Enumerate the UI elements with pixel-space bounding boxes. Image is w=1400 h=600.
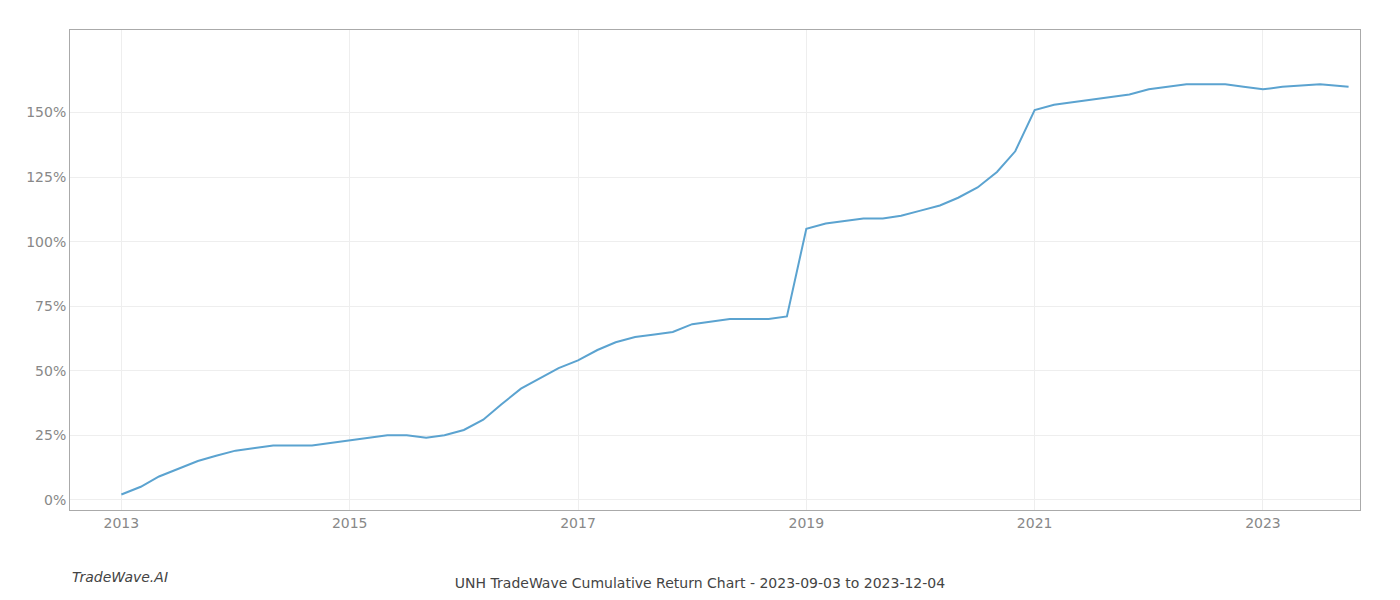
svg-text:150%: 150%	[26, 104, 66, 120]
svg-text:UNH TradeWave Cumulative Retur: UNH TradeWave Cumulative Return Chart - …	[455, 575, 945, 591]
svg-text:0%: 0%	[44, 492, 66, 508]
svg-text:2019: 2019	[789, 515, 825, 531]
svg-text:2023: 2023	[1245, 515, 1281, 531]
svg-text:50%: 50%	[35, 363, 66, 379]
svg-text:2017: 2017	[560, 515, 596, 531]
svg-text:2015: 2015	[332, 515, 368, 531]
svg-text:2021: 2021	[1017, 515, 1053, 531]
svg-text:2013: 2013	[104, 515, 140, 531]
svg-text:100%: 100%	[26, 234, 66, 250]
svg-text:75%: 75%	[35, 298, 66, 314]
svg-text:125%: 125%	[26, 169, 66, 185]
svg-text:TradeWave.AI: TradeWave.AI	[72, 569, 168, 585]
svg-text:25%: 25%	[35, 427, 66, 443]
